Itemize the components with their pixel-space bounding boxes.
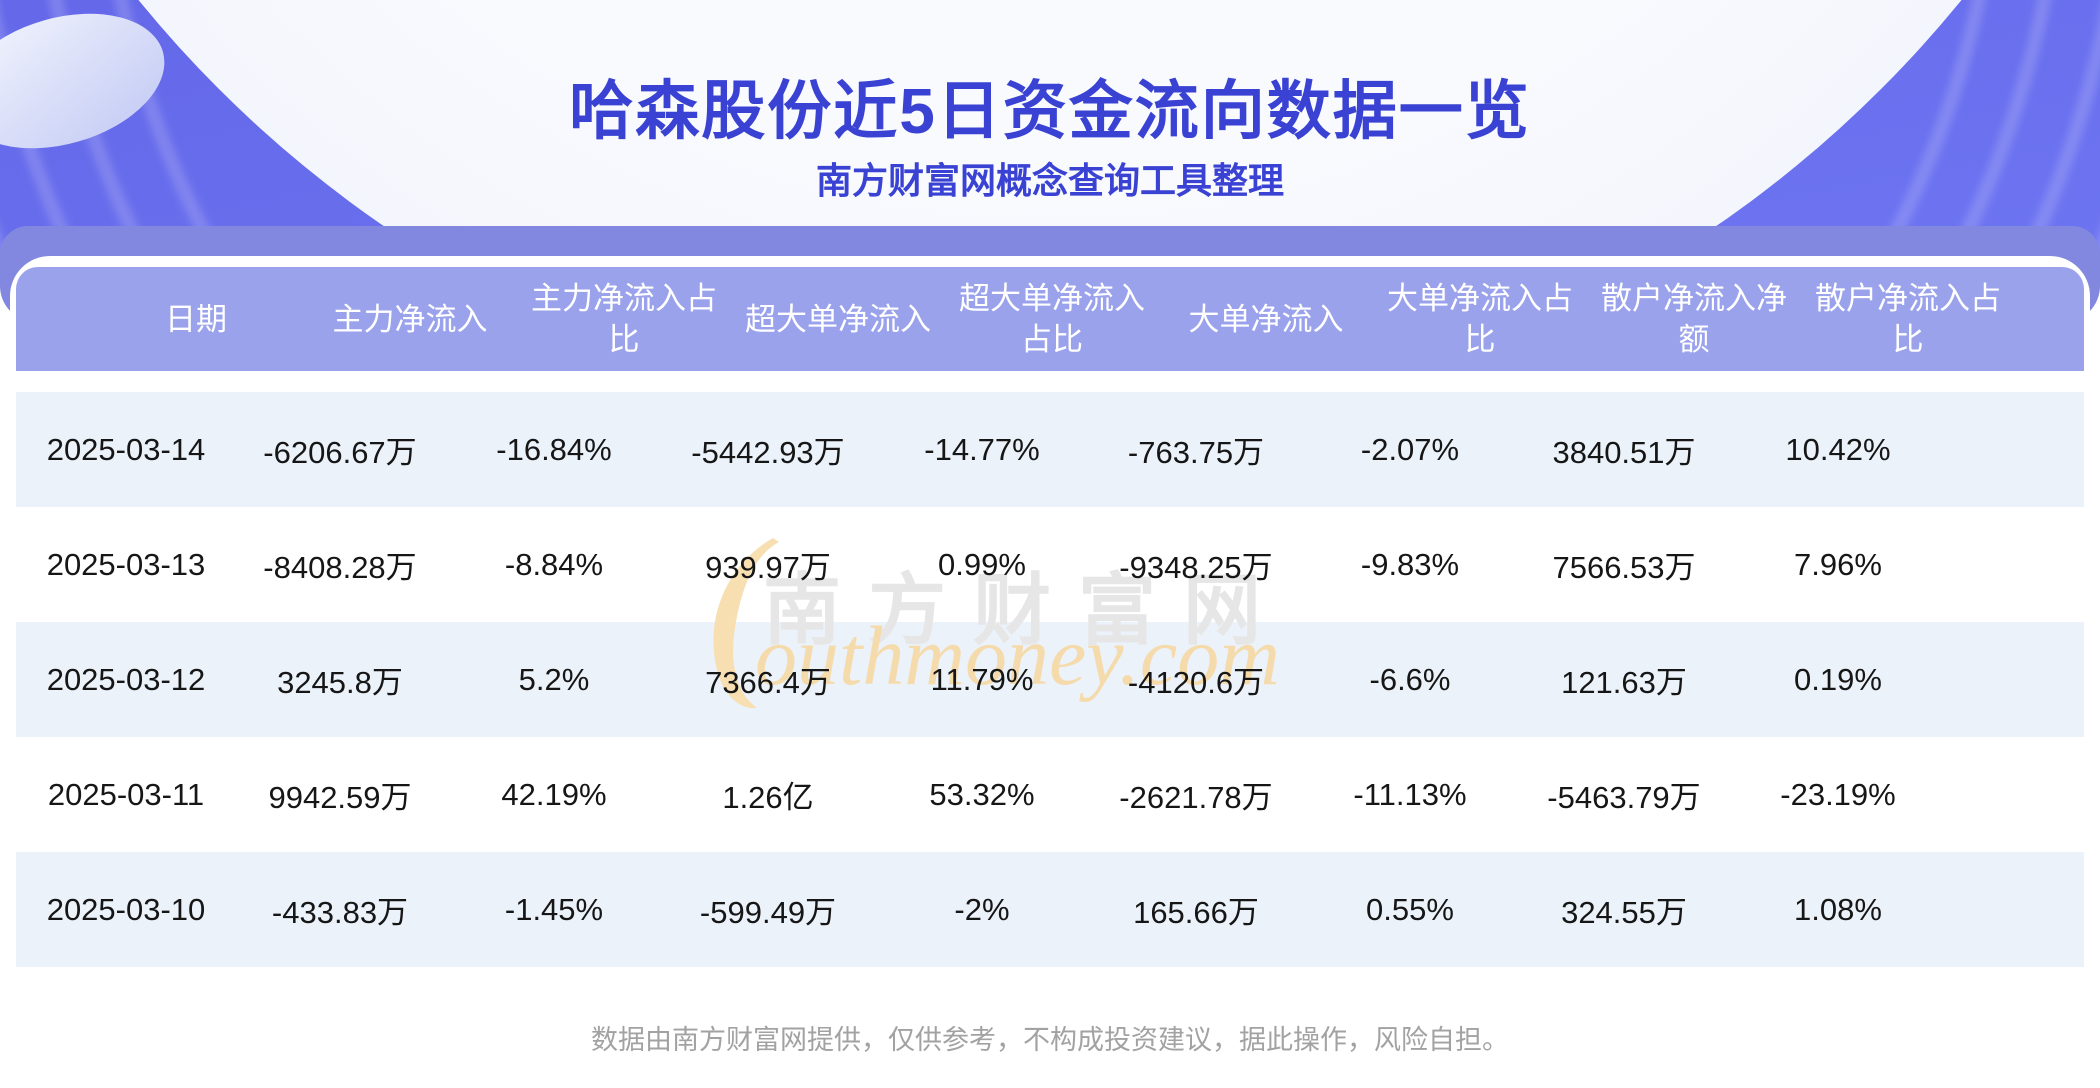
table-cell: 7566.53万	[1552, 550, 1696, 585]
table-cell: -763.75万	[1127, 435, 1265, 470]
table-cell: 5.2%	[518, 661, 590, 697]
table-cell: 324.55万	[1561, 895, 1687, 930]
table-row: 2025-03-14 -6206.67万 -16.84% -5442.93万 -14.7…	[16, 392, 2084, 507]
table-cell: 10.42%	[1785, 431, 1891, 467]
table-cell: 3840.51万	[1552, 435, 1696, 470]
table-cell: -8408.28万	[263, 550, 417, 585]
table-row: 2025-03-11 9942.59万 42.19% 1.26亿 53.32% -2621…	[16, 737, 2084, 852]
column-header: 超大单净流入占比	[959, 281, 1145, 357]
table-cell: 7366.4万	[705, 665, 831, 700]
column-header: 超大单净流入	[745, 301, 931, 337]
table-cell: 1.08%	[1794, 891, 1882, 927]
table-cell: 2025-03-14	[46, 431, 206, 467]
table-cell: 0.19%	[1794, 661, 1882, 697]
table-cell: -14.77%	[924, 431, 1040, 467]
column-header: 大单净流入	[1188, 301, 1344, 337]
table-cell: -23.19%	[1780, 776, 1896, 812]
table-header-row: 日期 主力净流入 主力净流入占比 超大单净流入 超大单净流入占比 大单净流入 大单净流入占比…	[16, 267, 2084, 371]
column-header: 大单净流入占比	[1387, 281, 1573, 357]
table-cell: -8.84%	[504, 546, 604, 582]
column-header: 散户净流入占比	[1815, 281, 2001, 357]
table-cell: 939.97万	[705, 550, 831, 585]
table-cell: -5442.93万	[691, 435, 845, 470]
table-cell: -9.83%	[1360, 546, 1460, 582]
column-header: 主力净流入	[332, 301, 488, 337]
table-cell: 0.55%	[1366, 891, 1454, 927]
table-cell: 9942.59万	[268, 780, 412, 815]
table-cell: 2025-03-11	[47, 776, 205, 812]
table-cell: 7.96%	[1794, 546, 1882, 582]
table-cell: 165.66万	[1133, 895, 1259, 930]
table-cell: -2%	[954, 891, 1010, 927]
table-cell: -5463.79万	[1547, 780, 1701, 815]
table-row: 2025-03-12 3245.8万 5.2% 7366.4万 11.79% -4120.…	[16, 622, 2084, 737]
table-cell: 2025-03-10	[46, 891, 206, 927]
table-cell: 2025-03-13	[46, 546, 206, 582]
hero-banner: 哈森股份近5日资金流向数据一览 南方财富网概念查询工具整理	[0, 0, 2100, 262]
table-cell: 3245.8万	[277, 665, 403, 700]
table-cell: -2621.78万	[1119, 780, 1273, 815]
table-cell: -11.13%	[1353, 776, 1467, 812]
table-row: 2025-03-13 -8408.28万 -8.84% 939.97万 0.99% -93…	[16, 507, 2084, 622]
table-cell: -599.49万	[699, 895, 837, 930]
table-cell: 0.99%	[938, 546, 1026, 582]
table-cell: -16.84%	[496, 431, 612, 467]
table-row: 2025-03-10 -433.83万 -1.45% -599.49万 -2% 165.6…	[16, 852, 2084, 967]
table-cell: -2.07%	[1360, 431, 1460, 467]
column-header: 主力净流入占比	[531, 281, 717, 357]
table-cell: 11.79%	[930, 661, 1034, 697]
column-header: 散户净流入净额	[1601, 281, 1787, 357]
table-cell: 121.63万	[1561, 665, 1687, 700]
table-cell: -1.45%	[504, 891, 604, 927]
footer-disclaimer: 数据由南方财富网提供，仅供参考，不构成投资建议，据此操作，风险自担。	[591, 1025, 1509, 1055]
table-body: 2025-03-14 -6206.67万 -16.84% -5442.93万 -14.7…	[16, 392, 2084, 967]
table-cell: 2025-03-12	[46, 661, 206, 697]
table-cell: -6206.67万	[263, 435, 417, 470]
table-card: 南方财富网 outhmoney.com 日期 主力净流入 主力净流入占比 超大单净流入…	[10, 256, 2090, 1046]
table-cell: -433.83万	[271, 895, 409, 930]
column-header: 日期	[165, 301, 227, 337]
table-cell: 42.19%	[501, 776, 607, 812]
table-cell: -6.6%	[1369, 661, 1451, 697]
page-subtitle: 南方财富网概念查询工具整理	[815, 160, 1284, 201]
page-title: 哈森股份近5日资金流向数据一览	[569, 75, 1531, 147]
table-cell: 1.26亿	[722, 780, 814, 815]
table-cell: -4120.6万	[1127, 665, 1265, 700]
table-cell: 53.32%	[929, 776, 1035, 812]
table-cell: -9348.25万	[1119, 550, 1273, 585]
